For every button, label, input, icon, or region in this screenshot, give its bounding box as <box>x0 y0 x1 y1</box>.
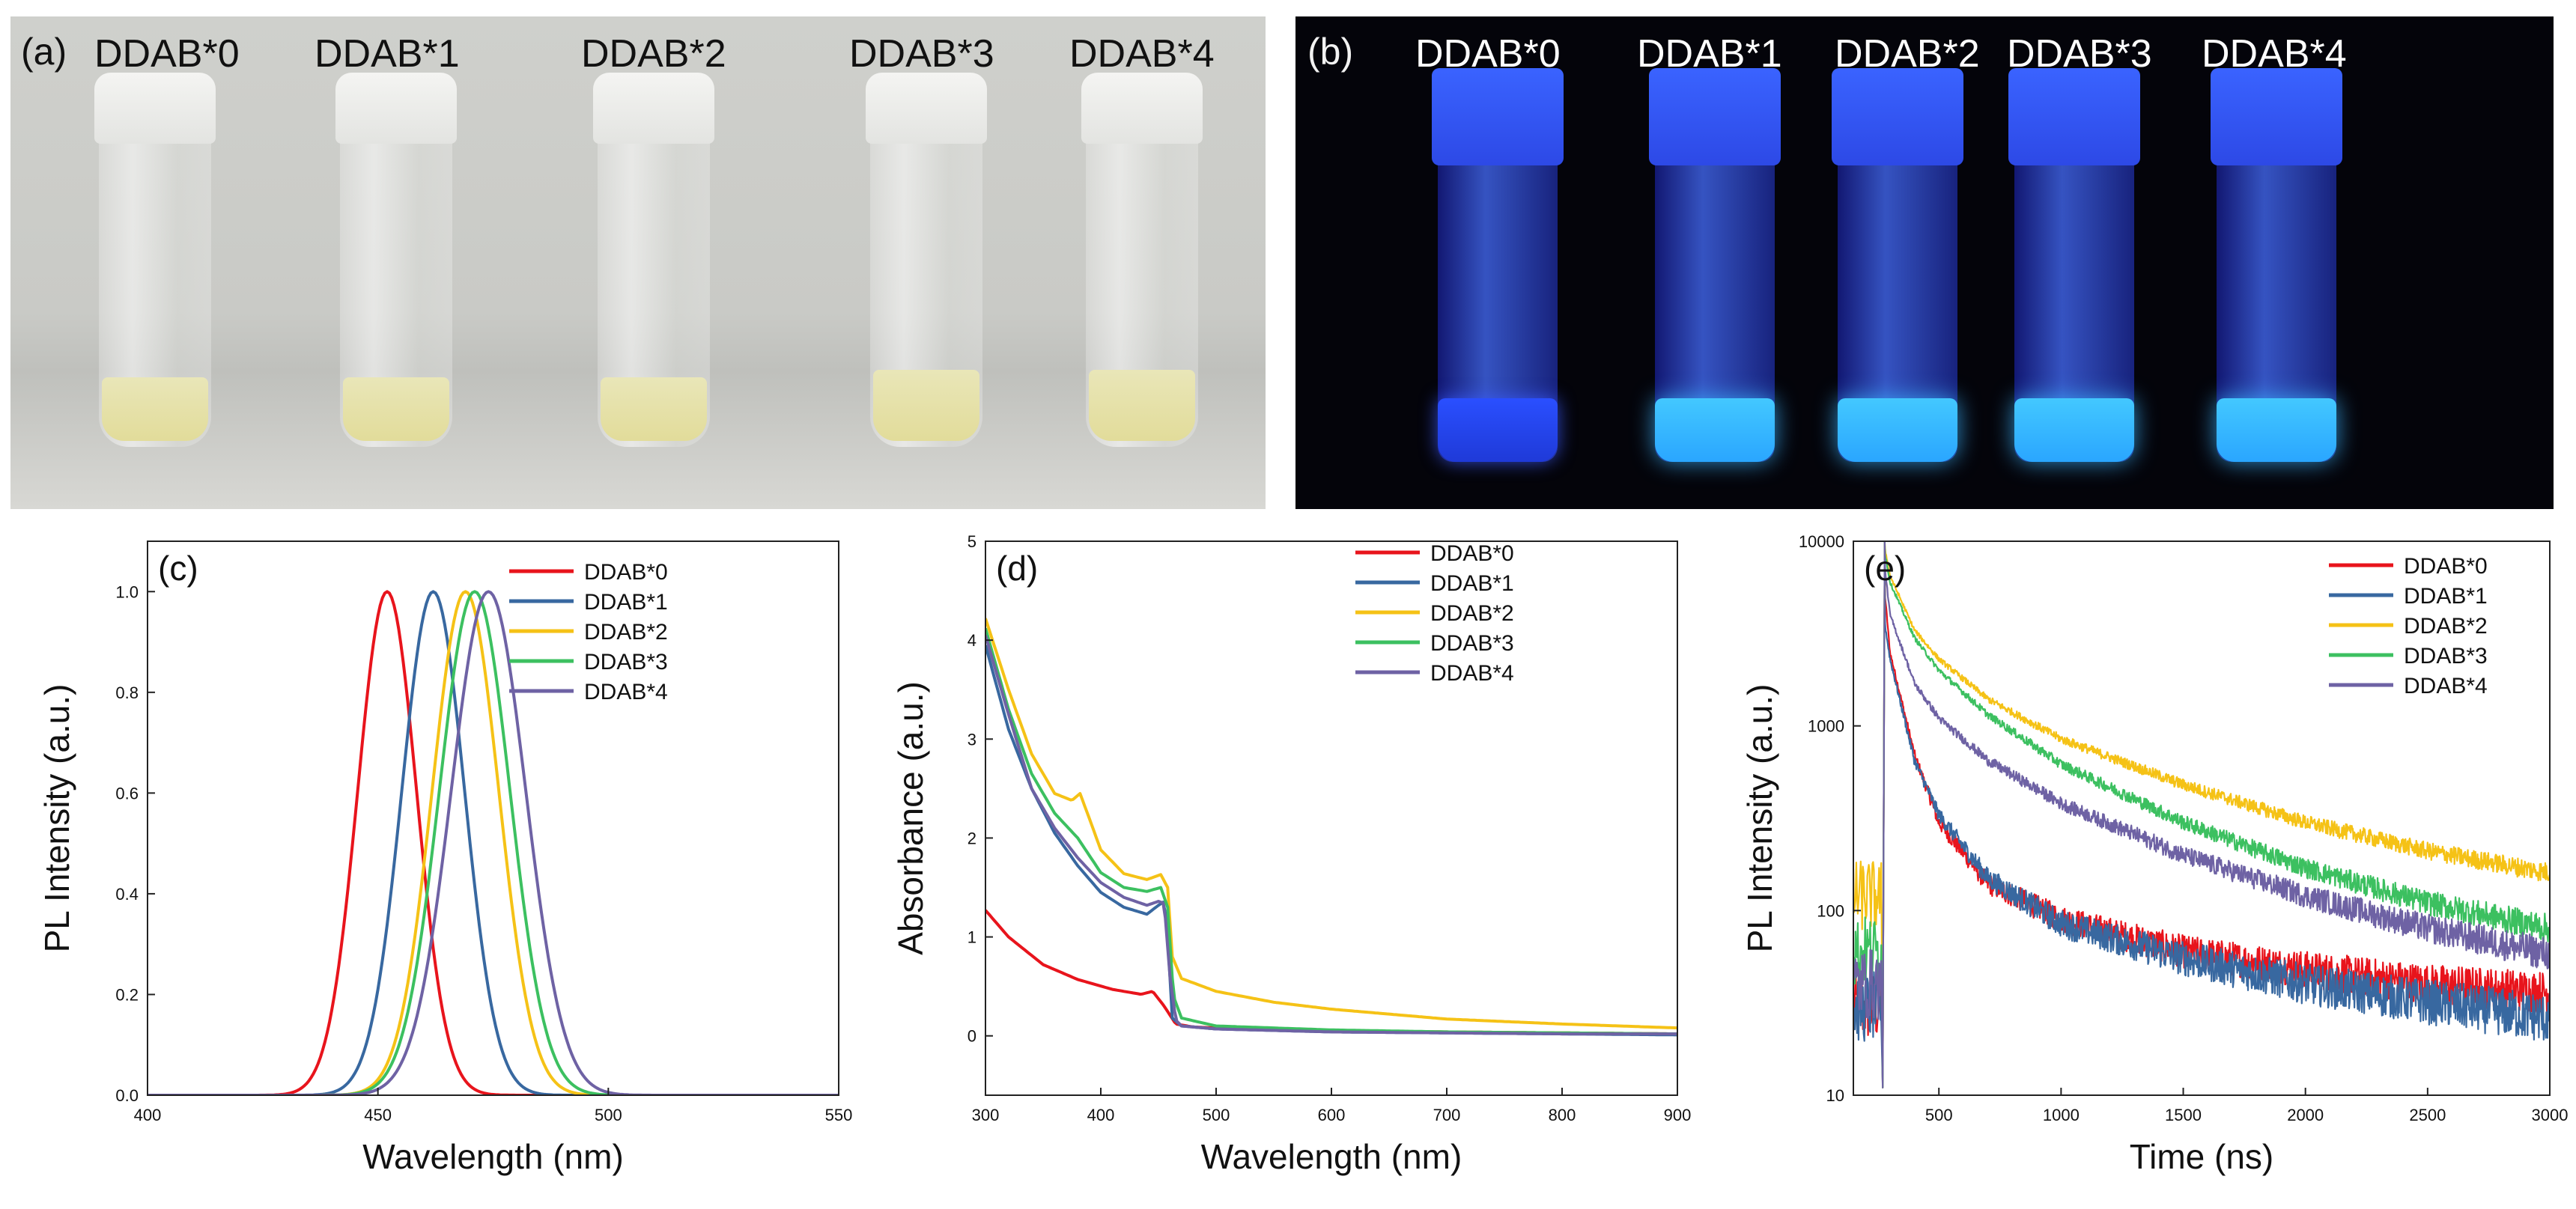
legend-label-0: DDAB*0 <box>2404 554 2488 579</box>
y-axis-title: PL Intensity (a.u.) <box>1740 684 1779 953</box>
x-tick-label-4: 2500 <box>2409 1106 2446 1124</box>
y-tick-label-0: 0 <box>967 1027 976 1046</box>
panel-tag: (c) <box>158 549 198 588</box>
series-line-2 <box>1853 541 2550 1088</box>
x-axis-title: Time (ns) <box>2130 1137 2274 1176</box>
legend-label-4: DDAB*4 <box>584 680 668 704</box>
legend-label-2: DDAB*2 <box>2404 614 2488 639</box>
y-tick-label-1: 1 <box>967 928 976 947</box>
y-tick-label-4: 4 <box>967 631 976 650</box>
series-line-1 <box>148 590 839 1095</box>
x-tick-label-6: 900 <box>1664 1106 1692 1124</box>
y-tick-label-2: 2 <box>967 829 976 847</box>
legend-label-2: DDAB*2 <box>584 620 668 645</box>
vial-b-4 <box>2211 68 2342 462</box>
y-tick-label-1: 0.2 <box>115 985 139 1004</box>
series-line-1 <box>985 645 1677 1037</box>
x-tick-label-4: 700 <box>1433 1106 1461 1124</box>
vial-label-a-1: DDAB*1 <box>315 32 460 76</box>
series-line-4 <box>1853 541 2550 1088</box>
x-tick-label-0: 400 <box>134 1106 162 1124</box>
vial-a-4 <box>1081 73 1203 447</box>
vial-a-1 <box>335 73 457 447</box>
panel-tag: (d) <box>996 549 1038 588</box>
legend-label-0: DDAB*0 <box>1430 541 1514 566</box>
x-tick-label-5: 3000 <box>2532 1106 2569 1124</box>
vial-a-2 <box>593 73 714 447</box>
legend-label-2: DDAB*2 <box>1430 601 1514 626</box>
legend-label-3: DDAB*3 <box>584 650 668 674</box>
plot-frame <box>147 540 839 1096</box>
x-tick-label-3: 600 <box>1318 1106 1346 1124</box>
vial-label-a-3: DDAB*3 <box>849 32 994 76</box>
y-tick-label-5: 5 <box>967 532 976 551</box>
plot-area <box>1853 541 2550 1088</box>
chart-d: 300 400 500 600 700 800 900 0 1 2 3 4 5 Wavelength (n… <box>891 532 1692 1176</box>
x-tick-label-1: 1000 <box>2043 1106 2080 1124</box>
plot-area <box>148 590 839 1095</box>
photo-panel-b: (b) DDAB*0 DDAB*1 DDAB*2 DDAB*3 DDAB*4 <box>1295 16 2554 509</box>
legend-label-3: DDAB*3 <box>1430 631 1514 656</box>
x-axis-title: Wavelength (nm) <box>1201 1137 1462 1176</box>
plot-area <box>985 618 1677 1037</box>
series-line-2 <box>148 590 839 1095</box>
vial-a-3 <box>866 73 987 447</box>
x-tick-label-0: 500 <box>1925 1106 1953 1124</box>
vial-b-0 <box>1432 68 1564 462</box>
vial-b-1 <box>1649 68 1781 462</box>
series-line-4 <box>148 590 839 1095</box>
chart-c: 400 450 500 550 0.0 0.2 0.4 0.6 0.8 1.0 Wavelength… <box>37 540 853 1176</box>
series-line-4 <box>985 634 1677 1036</box>
legend-label-1: DDAB*1 <box>2404 584 2488 609</box>
y-tick-label-1: 100 <box>1817 901 1844 920</box>
y-tick-label-2: 1000 <box>1808 717 1844 736</box>
vial-label-a-2: DDAB*2 <box>581 32 726 76</box>
y-axis-title: PL Intensity (a.u.) <box>37 684 76 953</box>
y-tick-label-3: 0.6 <box>115 784 139 803</box>
series-line-0 <box>985 909 1677 1036</box>
x-tick-label-5: 800 <box>1549 1106 1576 1124</box>
legend-label-3: DDAB*3 <box>2404 644 2488 669</box>
y-tick-label-5: 1.0 <box>115 582 139 601</box>
legend-label-1: DDAB*1 <box>1430 571 1514 596</box>
chart-e: 500 1000 1500 2000 2500 3000 10 100 1000 10000 Tim… <box>1740 532 2569 1176</box>
series-line-3 <box>985 627 1677 1036</box>
y-tick-label-3: 10000 <box>1799 532 1844 551</box>
panel-tag-a: (a) <box>21 31 67 73</box>
y-tick-label-4: 0.8 <box>115 683 139 702</box>
x-tick-label-2: 500 <box>1203 1106 1230 1124</box>
y-tick-label-0: 10 <box>1826 1086 1844 1105</box>
x-tick-label-2: 500 <box>595 1106 622 1124</box>
vial-a-0 <box>94 73 216 447</box>
x-tick-label-3: 2000 <box>2287 1106 2324 1124</box>
x-axis-title: Wavelength (nm) <box>362 1137 624 1176</box>
legend-label-1: DDAB*1 <box>584 590 668 615</box>
x-tick-label-0: 300 <box>972 1106 1000 1124</box>
plot-frame <box>1853 540 2551 1096</box>
x-tick-label-1: 400 <box>1087 1106 1115 1124</box>
panel-tag: (e) <box>1864 549 1906 588</box>
y-tick-label-2: 0.4 <box>115 885 139 904</box>
vial-label-a-4: DDAB*4 <box>1069 32 1215 76</box>
series-line-2 <box>985 618 1677 1030</box>
x-tick-label-1: 450 <box>364 1106 392 1124</box>
vial-label-a-0: DDAB*0 <box>94 32 240 76</box>
series-line-3 <box>148 590 839 1095</box>
x-tick-label-3: 550 <box>825 1106 853 1124</box>
y-tick-label-3: 3 <box>967 730 976 749</box>
vial-b-3 <box>2008 68 2140 462</box>
photo-panel-a: (a) DDAB*0 DDAB*1 DDAB*2 DDAB*3 DDAB*4 <box>10 16 1266 509</box>
legend-label-4: DDAB*4 <box>1430 661 1514 686</box>
vial-b-2 <box>1832 68 1963 462</box>
legend-label-0: DDAB*0 <box>584 560 668 585</box>
panel-tag-b: (b) <box>1307 31 1354 73</box>
series-line-1 <box>1853 541 2550 1088</box>
y-axis-title: Absorbance (a.u.) <box>891 681 930 955</box>
legend-label-4: DDAB*4 <box>2404 674 2488 698</box>
series-line-3 <box>1853 541 2550 1088</box>
y-tick-label-0: 0.0 <box>115 1086 139 1105</box>
x-tick-label-2: 1500 <box>2165 1106 2202 1124</box>
